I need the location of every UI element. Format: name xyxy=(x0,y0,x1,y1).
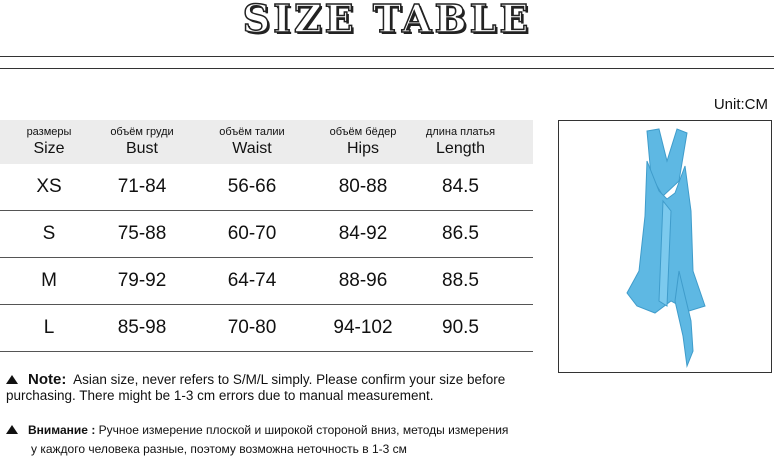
triangle-icon xyxy=(6,375,18,384)
header-ru: объём талии xyxy=(219,126,285,138)
divider xyxy=(0,68,774,69)
table-header: размеры Size объём груди Bust объём талии Wai… xyxy=(0,120,533,164)
table-cell: 94-102 xyxy=(333,317,393,338)
table-cell: M xyxy=(41,270,57,291)
page-title: SIZE TABLE xyxy=(242,0,532,42)
column-header: размеры Size xyxy=(0,120,98,164)
header-en: Waist xyxy=(232,140,272,157)
table-cell: 88.5 xyxy=(442,270,479,291)
note-ru-text: Ручное измерение плоской и широкой сторо… xyxy=(98,423,509,437)
triangle-icon xyxy=(6,425,18,434)
note-en: Note: Asian size, never refers to S/M/L … xyxy=(6,372,505,404)
divider xyxy=(0,56,774,57)
note-label: Note: xyxy=(28,371,67,388)
header-en: Bust xyxy=(125,140,158,157)
table-cell: 90.5 xyxy=(442,317,479,338)
header-ru: размеры xyxy=(26,126,72,138)
note-text-2: purchasing. There might be 1-3 cm errors… xyxy=(6,388,434,403)
header-en: Size xyxy=(33,140,65,157)
header-ru: объём груди xyxy=(110,126,174,138)
header-en: Length xyxy=(436,140,485,157)
table-cell: S xyxy=(42,223,56,244)
table-cell: 70-80 xyxy=(227,317,277,338)
table-cell: 60-70 xyxy=(227,223,277,244)
column-header: объём бёдер Hips xyxy=(318,120,408,164)
note-ru-label: Внимание : xyxy=(28,423,96,437)
table-cell: 79-92 xyxy=(117,270,167,291)
note-ru-text-2: у каждого человека разные, поэтому возмо… xyxy=(31,442,407,456)
header-ru: объём бёдер xyxy=(329,126,397,138)
table-cell: 56-66 xyxy=(227,176,277,197)
table-row: L 85-98 70-80 94-102 90.5 xyxy=(0,305,533,352)
table-row: M 79-92 64-74 88-96 88.5 xyxy=(0,258,533,305)
table-cell: 85-98 xyxy=(117,317,167,338)
blue-dress-image xyxy=(626,128,706,368)
header-en: Hips xyxy=(346,140,379,157)
unit-label: Unit:CM xyxy=(713,96,768,113)
table-cell: 84.5 xyxy=(442,176,479,197)
table-cell: 86.5 xyxy=(442,223,479,244)
header-ru: длина платья xyxy=(425,126,496,138)
table-cell: 88-96 xyxy=(338,270,388,291)
table-cell: 64-74 xyxy=(227,270,277,291)
note-ru: Внимание : Ручное измерение плоской и ши… xyxy=(6,421,508,459)
note-text: Asian size, never refers to S/M/L simply… xyxy=(73,372,506,387)
size-table: размеры Size объём груди Bust объём талии Wai… xyxy=(0,120,533,352)
table-row: S 75-88 60-70 84-92 86.5 xyxy=(0,211,533,258)
column-header: длина платья Length xyxy=(408,120,513,164)
table-row: XS 71-84 56-66 80-88 84.5 xyxy=(0,164,533,211)
table-cell: 84-92 xyxy=(338,223,388,244)
table-cell: XS xyxy=(36,176,62,197)
product-photo xyxy=(558,120,772,373)
table-cell: 80-88 xyxy=(338,176,388,197)
table-cell: 75-88 xyxy=(117,223,167,244)
table-cell: L xyxy=(43,317,55,338)
column-header: объём груди Bust xyxy=(98,120,186,164)
table-cell: 71-84 xyxy=(117,176,167,197)
column-header: объём талии Waist xyxy=(186,120,318,164)
